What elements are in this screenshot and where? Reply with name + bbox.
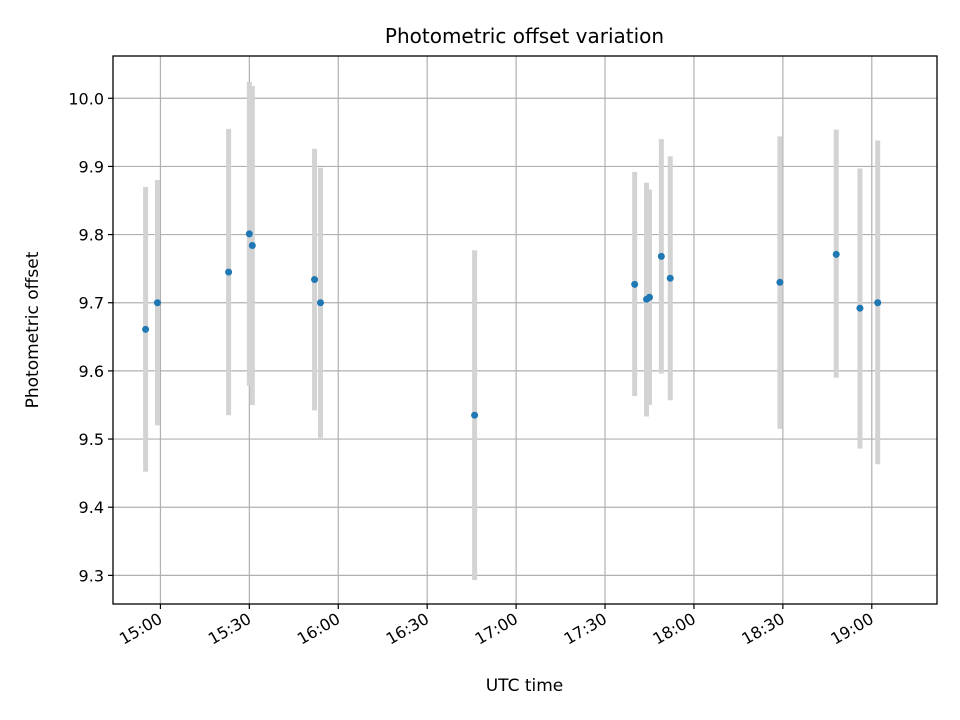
- data-point: [142, 325, 150, 333]
- y-tick-label: 9.4: [79, 498, 104, 517]
- data-point: [776, 278, 784, 286]
- data-point: [471, 411, 479, 419]
- y-axis-label: Photometric offset: [23, 251, 43, 408]
- data-point: [645, 293, 653, 301]
- y-tick-label: 9.7: [79, 294, 104, 313]
- data-points: [142, 230, 882, 419]
- data-point: [311, 276, 319, 284]
- y-axis: 9.3 9.4 9.5 9.6 9.7 9.8 9.9 10.0: [68, 89, 113, 585]
- data-point: [874, 299, 882, 307]
- data-point: [225, 268, 233, 276]
- x-axis-label: UTC time: [486, 676, 564, 696]
- data-point: [316, 299, 324, 307]
- y-tick-label: 9.6: [79, 362, 104, 381]
- chart-title: Photometric offset variation: [385, 24, 664, 48]
- y-tick-label: 9.3: [79, 566, 104, 585]
- y-tick-label: 9.9: [79, 157, 104, 176]
- y-tick-label: 9.5: [79, 430, 104, 449]
- data-point: [245, 230, 253, 238]
- y-tick-label: 10.0: [68, 89, 104, 108]
- data-point: [832, 250, 840, 258]
- data-point: [631, 280, 639, 288]
- data-point: [666, 274, 674, 282]
- plot-frame: [112, 55, 938, 605]
- grid: [113, 56, 937, 604]
- y-tick-label: 9.8: [79, 226, 104, 245]
- data-point: [248, 241, 256, 249]
- data-point: [657, 252, 665, 260]
- data-point: [153, 299, 161, 307]
- data-point: [856, 304, 864, 312]
